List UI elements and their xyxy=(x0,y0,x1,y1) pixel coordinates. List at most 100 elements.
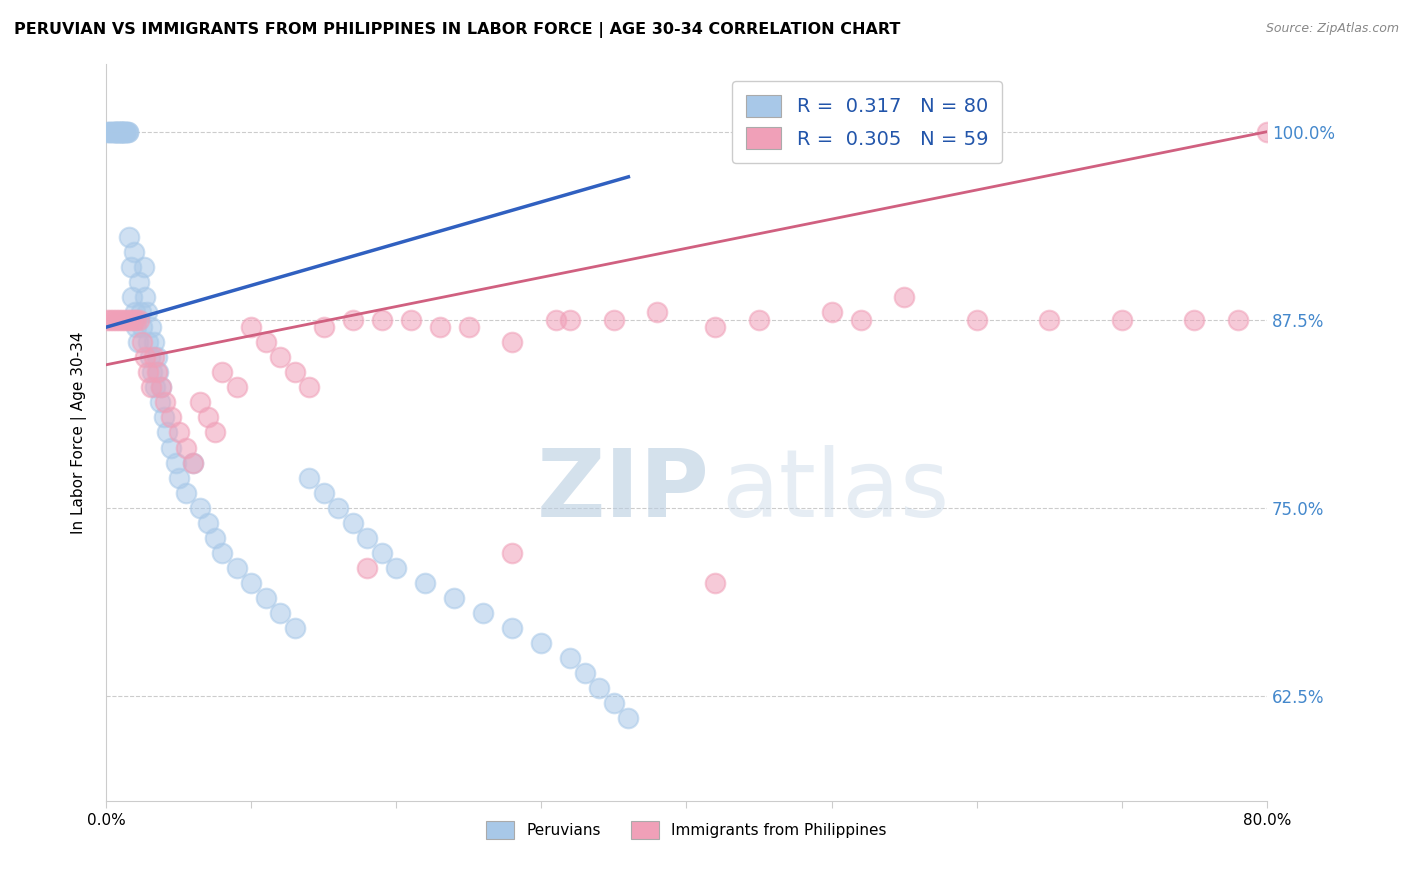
Point xyxy=(501,621,523,635)
Point xyxy=(704,575,727,590)
Point xyxy=(111,125,134,139)
Point xyxy=(103,125,125,139)
Point xyxy=(269,351,291,365)
Point xyxy=(114,125,136,139)
Point xyxy=(748,312,770,326)
Point xyxy=(204,531,226,545)
Point xyxy=(129,305,152,319)
Point xyxy=(141,365,163,379)
Point xyxy=(149,395,172,409)
Point xyxy=(174,441,197,455)
Point xyxy=(603,696,626,710)
Point xyxy=(204,425,226,440)
Point xyxy=(115,125,138,139)
Point xyxy=(108,125,131,139)
Point xyxy=(312,320,335,334)
Point xyxy=(167,470,190,484)
Point xyxy=(104,125,127,139)
Point xyxy=(225,380,247,394)
Point xyxy=(150,380,173,394)
Point xyxy=(112,125,135,139)
Point xyxy=(108,125,131,139)
Point xyxy=(966,312,988,326)
Point xyxy=(98,125,121,139)
Point xyxy=(122,312,145,326)
Text: Source: ZipAtlas.com: Source: ZipAtlas.com xyxy=(1265,22,1399,36)
Point xyxy=(118,230,141,244)
Point xyxy=(269,606,291,620)
Point xyxy=(188,500,211,515)
Point xyxy=(1256,125,1278,139)
Point xyxy=(254,335,277,350)
Point xyxy=(1226,312,1249,326)
Point xyxy=(197,410,219,425)
Point xyxy=(574,666,596,681)
Point xyxy=(188,395,211,409)
Point xyxy=(284,621,307,635)
Point xyxy=(240,575,263,590)
Point xyxy=(560,651,582,665)
Point xyxy=(225,561,247,575)
Point xyxy=(560,312,582,326)
Point xyxy=(298,470,321,484)
Point xyxy=(342,312,364,326)
Point xyxy=(131,320,153,334)
Point xyxy=(117,312,139,326)
Point xyxy=(139,320,162,334)
Point xyxy=(142,351,165,365)
Point xyxy=(125,312,148,326)
Point xyxy=(98,312,121,326)
Point xyxy=(103,312,125,326)
Point xyxy=(121,290,143,304)
Point xyxy=(328,500,350,515)
Point xyxy=(893,290,915,304)
Point xyxy=(385,561,408,575)
Point xyxy=(167,425,190,440)
Point xyxy=(284,365,307,379)
Point xyxy=(131,335,153,350)
Point xyxy=(312,485,335,500)
Point xyxy=(111,312,134,326)
Point xyxy=(120,312,142,326)
Point xyxy=(156,425,179,440)
Point xyxy=(160,410,183,425)
Point xyxy=(1038,312,1060,326)
Point xyxy=(117,125,139,139)
Y-axis label: In Labor Force | Age 30-34: In Labor Force | Age 30-34 xyxy=(72,331,87,533)
Point xyxy=(138,351,160,365)
Point xyxy=(114,125,136,139)
Point xyxy=(134,290,156,304)
Point xyxy=(211,365,233,379)
Point xyxy=(136,335,159,350)
Point xyxy=(603,312,626,326)
Point xyxy=(443,591,465,605)
Point xyxy=(128,312,150,326)
Point xyxy=(254,591,277,605)
Point xyxy=(1182,312,1205,326)
Point xyxy=(647,305,669,319)
Point xyxy=(104,125,127,139)
Point xyxy=(128,275,150,289)
Point xyxy=(820,305,842,319)
Point xyxy=(148,365,170,379)
Point xyxy=(342,516,364,530)
Point xyxy=(181,456,204,470)
Point xyxy=(105,125,128,139)
Point xyxy=(356,531,378,545)
Point xyxy=(174,485,197,500)
Point xyxy=(370,546,392,560)
Point xyxy=(197,516,219,530)
Point xyxy=(117,125,139,139)
Point xyxy=(101,125,124,139)
Point xyxy=(501,335,523,350)
Point xyxy=(143,380,166,394)
Point xyxy=(135,305,157,319)
Point xyxy=(107,125,129,139)
Text: PERUVIAN VS IMMIGRANTS FROM PHILIPPINES IN LABOR FORCE | AGE 30-34 CORRELATION C: PERUVIAN VS IMMIGRANTS FROM PHILIPPINES … xyxy=(14,22,900,38)
Point xyxy=(136,365,159,379)
Point xyxy=(110,125,132,139)
Point xyxy=(132,260,155,274)
Point xyxy=(501,546,523,560)
Point xyxy=(105,312,128,326)
Point xyxy=(240,320,263,334)
